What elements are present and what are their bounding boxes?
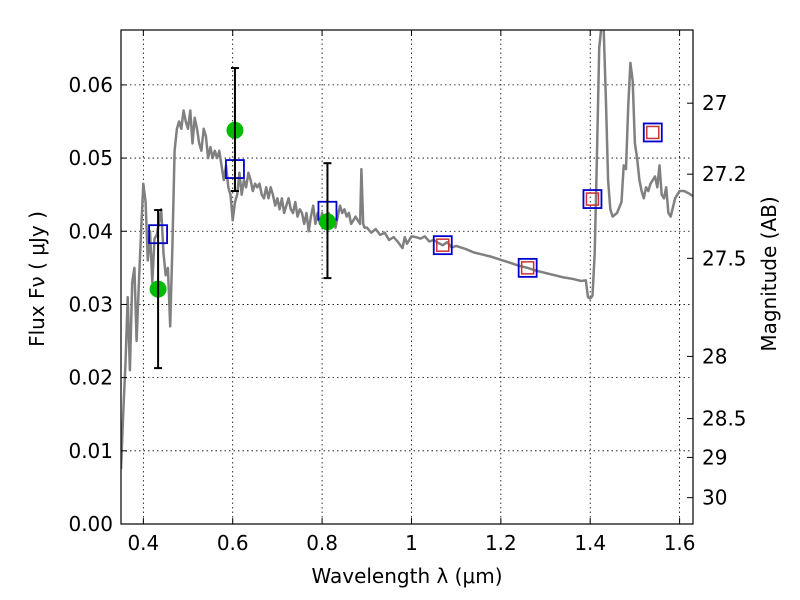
series-errorbar [154,67,332,370]
plot-frame [120,29,694,525]
y-tick-label: 0.03 [68,292,113,316]
y-tick-label: 0.00 [68,512,113,536]
series-open-square-small [436,125,660,275]
photometry-square [585,192,600,206]
model-flux-square [517,257,538,278]
right-tick-label: 28 [702,344,727,368]
right-tick-label: 28.5 [702,407,747,431]
model-flux-square [642,122,663,143]
model-flux-square [582,189,603,209]
photometry-square [646,125,660,140]
y-tick-label: 0.01 [68,439,113,463]
right-tick-label: 29 [702,445,727,469]
photometry-square [436,238,450,252]
plot-area [121,30,693,470]
x-tick-label: 1 [405,531,418,555]
x-tick-label: 1.6 [664,531,696,555]
x-tick-label: 0.8 [306,531,338,555]
right-tick-label: 27.2 [702,162,747,186]
right-axis-label: Magnitude (AB) [757,196,781,351]
right-tick-label: 30 [702,486,727,510]
model-flux-square [432,235,453,256]
model-spectrum-line [121,30,693,470]
y-tick-label: 0.04 [68,219,113,243]
y-axis-label: Flux Fν ( μJy ) [25,211,49,347]
photometry-square [520,261,535,275]
axis-ticks: 0.4 0.6 0.8 1 1.2 1.4 1.6 0.00 0.01 0.02 0.03 0.04 0… [68,30,747,555]
x-tick-label: 1.2 [485,531,517,555]
right-tick-label: 27 [702,91,727,115]
x-tick-label: 0.4 [127,531,159,555]
x-tick-label: 0.6 [217,531,249,555]
y-tick-label: 0.06 [68,73,113,97]
y-tick-label: 0.02 [68,366,113,390]
series-open-square [148,122,663,278]
right-tick-label: 27.5 [702,246,747,270]
series-line [121,30,693,470]
x-tick-label: 1.4 [574,531,606,555]
series-filled-circle [149,121,336,298]
y-tick-label: 0.05 [68,146,113,170]
x-axis-label: Wavelength λ (μm) [311,564,502,588]
